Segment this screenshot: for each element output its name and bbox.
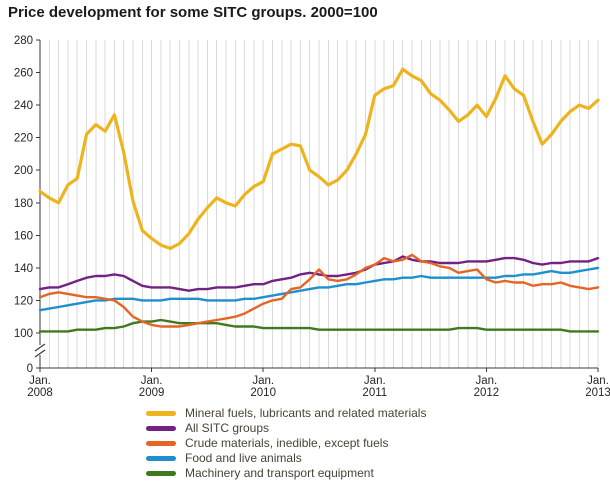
x-tick-label-month: Jan. [364,375,386,387]
x-tick-label-year: 2010 [250,387,276,399]
y-tick-label: 160 [14,230,33,242]
y-tick-label: 200 [14,165,33,177]
axis-break-gap [37,345,43,355]
legend-color-swatch [146,471,176,476]
legend-color-swatch [146,411,176,416]
legend-color-swatch [146,441,176,446]
line-chart-plot: 2802602402202001801601401201000Jan.2008J… [14,35,610,399]
legend-color-swatch [146,426,176,431]
y-tick-label: 280 [14,35,33,47]
series-line [38,253,600,328]
y-tick-label: 140 [14,263,33,275]
x-tick-label-month: Jan. [141,375,163,387]
y-tick-label: 100 [14,328,33,340]
legend-label: Food and live animals [185,451,302,465]
legend-item: Crude materials, inedible, except fuels [146,436,426,451]
x-tick-label-month: Jan. [476,375,498,387]
x-tick-label-month: Jan. [29,375,51,387]
legend-label: Machinery and transport equipment [185,466,374,480]
legend-item: Food and live animals [146,451,426,466]
x-tick-label-year: 2013 [585,387,610,399]
legend-color-swatch [146,456,176,461]
y-tick-label: 220 [14,133,33,145]
series-line [38,67,600,250]
y-tick-label: 0 [27,363,33,375]
legend-item: Mineral fuels, lubricants and related ma… [146,406,426,421]
y-tick-label: 260 [14,68,33,80]
y-tick-label: 240 [14,100,33,112]
series-line [38,266,600,312]
axis-break-mark [34,349,46,358]
x-tick-label-month: Jan. [587,375,609,387]
x-tick-label-year: 2009 [139,387,165,399]
y-tick-label: 180 [14,198,33,210]
legend-item: Machinery and transport equipment [146,466,426,481]
chart-legend: Mineral fuels, lubricants and related ma… [146,406,426,481]
legend-label: All SITC groups [185,421,270,435]
legend-label: Crude materials, inedible, except fuels [185,436,389,450]
y-tick-label: 120 [14,295,33,307]
x-tick-label-month: Jan. [252,375,274,387]
x-tick-label-year: 2011 [362,387,387,399]
series-line [38,318,600,333]
legend-label: Mineral fuels, lubricants and related ma… [185,406,427,420]
series-line [38,255,600,292]
x-tick-label-year: 2008 [27,387,53,399]
x-tick-label-year: 2012 [474,387,500,399]
legend-item: All SITC groups [146,421,426,436]
chart-title: Price development for some SITC groups. … [8,4,378,21]
axis-break-mark [34,343,46,352]
